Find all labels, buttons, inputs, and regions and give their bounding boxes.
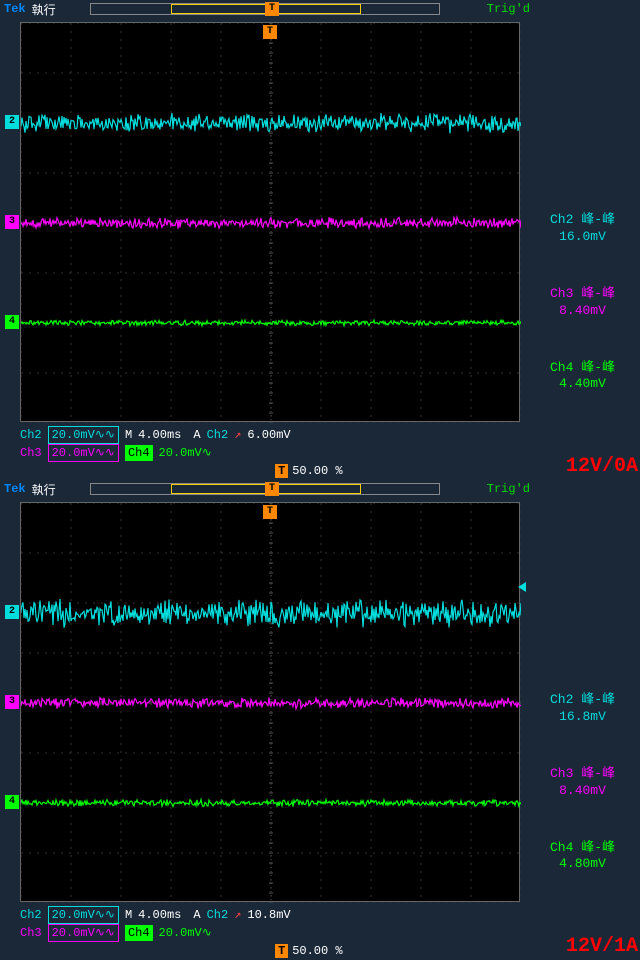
t-badge-icon: T (275, 464, 288, 478)
waveform-display (20, 22, 520, 422)
ch4-scale-value: 20.0mV∿ (159, 925, 212, 941)
timebase-label: M (125, 427, 132, 443)
trigger-source: Ch2 (207, 907, 229, 923)
bottom-info: Ch2 20.0mV∿∿ M 4.00ms A Ch2 ↗ 10.8mV Ch3… (20, 906, 520, 942)
ch4-marker: 4 (5, 315, 19, 329)
ch4-scale-label: Ch4 (125, 925, 153, 941)
meas-label: Ch3 峰-峰 (530, 286, 635, 303)
measurements-panel: Ch2 峰-峰 16.0mV Ch3 峰-峰 8.40mV Ch4 峰-峰 4.… (530, 212, 635, 433)
meas-label: Ch3 峰-峰 (530, 766, 635, 783)
ch2-scale-value: 20.0mV∿∿ (48, 906, 119, 924)
ch4-measurement: Ch4 峰-峰 4.40mV (530, 360, 635, 394)
ch4-marker: 4 (5, 795, 19, 809)
ch3-scale-value: 20.0mV∿∿ (48, 444, 119, 462)
trigger-position-value: 50.00 % (292, 464, 342, 478)
brand-label: Tek (4, 482, 26, 496)
trigger-edge-icon: ↗ (234, 427, 241, 443)
ch3-scale-label: Ch3 (20, 445, 42, 461)
ch2-measurement: Ch2 峰-峰 16.8mV (530, 692, 635, 726)
meas-value: 8.40mV (530, 783, 635, 800)
scope-panel-0: Tek 執行 T Trig'd T 2 3 4 Ch2 峰-峰 16.0mV Ch3… (0, 0, 640, 480)
timebase-value: 4.00ms (138, 907, 181, 923)
meas-value: 16.0mV (530, 229, 635, 246)
ch2-marker: 2 (5, 605, 19, 619)
trigger-marker-icon: T (265, 2, 279, 16)
ch4-measurement: Ch4 峰-峰 4.80mV (530, 840, 635, 874)
trigger-edge-icon: ↗ (234, 907, 241, 923)
trigger-marker-icon: T (265, 482, 279, 496)
t-badge-icon: T (275, 944, 288, 958)
trigger-position-readout: T 50.00 % (275, 464, 343, 478)
ch4-scale-value: 20.0mV∿ (159, 445, 212, 461)
waveform-display (20, 502, 520, 902)
ch3-measurement: Ch3 峰-峰 8.40mV (530, 286, 635, 320)
ch2-scale-label: Ch2 (20, 907, 42, 923)
bottom-info: Ch2 20.0mV∿∿ M 4.00ms A Ch2 ↗ 6.00mV Ch3… (20, 426, 520, 462)
meas-label: Ch4 峰-峰 (530, 360, 635, 377)
meas-label: Ch2 峰-峰 (530, 212, 635, 229)
timebase-label: M (125, 907, 132, 923)
ch2-measurement: Ch2 峰-峰 16.0mV (530, 212, 635, 246)
trigger-status: Trig'd (487, 482, 530, 496)
ch3-scale-label: Ch3 (20, 925, 42, 941)
meas-value: 16.8mV (530, 709, 635, 726)
trigger-level: 6.00mV (247, 427, 290, 443)
ch2-scale-label: Ch2 (20, 427, 42, 443)
top-bar: Tek 執行 T Trig'd (0, 480, 640, 498)
trigger-position-value: 50.00 % (292, 944, 342, 958)
trigger-position-icon: T (263, 25, 277, 39)
top-bar: Tek 執行 T Trig'd (0, 0, 640, 18)
test-condition-label: 12V/1A (566, 935, 638, 958)
meas-label: Ch4 峰-峰 (530, 840, 635, 857)
meas-label: Ch2 峰-峰 (530, 692, 635, 709)
ch2-marker: 2 (5, 115, 19, 129)
trigger-position-readout: T 50.00 % (275, 944, 343, 958)
meas-value: 4.80mV (530, 856, 635, 873)
brand-label: Tek (4, 2, 26, 16)
ch3-marker: 3 (5, 695, 19, 709)
ch3-scale-value: 20.0mV∿∿ (48, 924, 119, 942)
ch2-scale-value: 20.0mV∿∿ (48, 426, 119, 444)
trigger-position-icon: T (263, 505, 277, 519)
ch3-marker: 3 (5, 215, 19, 229)
trigger-status: Trig'd (487, 2, 530, 16)
ch3-measurement: Ch3 峰-峰 8.40mV (530, 766, 635, 800)
ch4-scale-label: Ch4 (125, 445, 153, 461)
run-status: 執行 (32, 481, 56, 498)
test-condition-label: 12V/0A (566, 455, 638, 478)
trigger-mode: A (193, 907, 200, 923)
trigger-level-arrow-icon (518, 582, 526, 592)
measurements-panel: Ch2 峰-峰 16.8mV Ch3 峰-峰 8.40mV Ch4 峰-峰 4.… (530, 692, 635, 913)
meas-value: 8.40mV (530, 303, 635, 320)
trigger-mode: A (193, 427, 200, 443)
run-status: 執行 (32, 1, 56, 18)
meas-value: 4.40mV (530, 376, 635, 393)
timebase-value: 4.00ms (138, 427, 181, 443)
scope-panel-1: Tek 執行 T Trig'd T 2 3 4 Ch2 峰-峰 16.8mV Ch3… (0, 480, 640, 960)
trigger-level: 10.8mV (247, 907, 290, 923)
trigger-source: Ch2 (207, 427, 229, 443)
